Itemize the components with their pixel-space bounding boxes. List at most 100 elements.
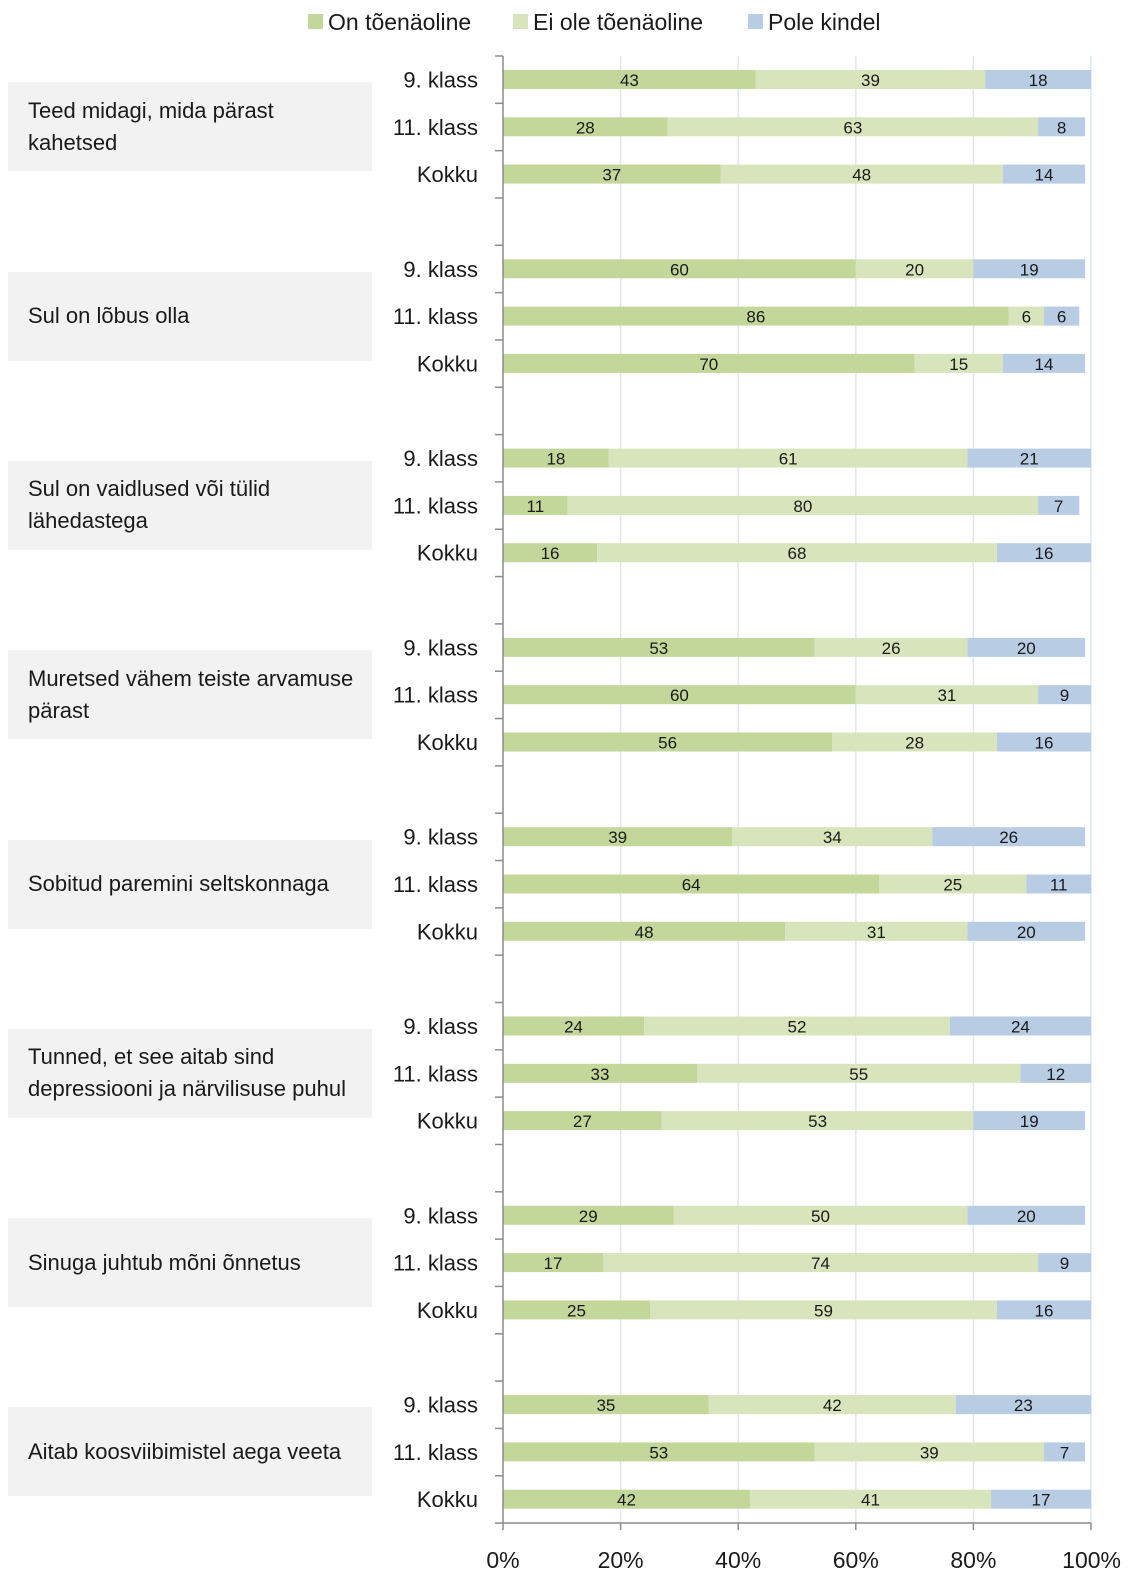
question-box: Sinuga juhtub mõni õnnetus [8, 1218, 372, 1308]
bar-segment [503, 259, 856, 279]
legend-swatch [308, 14, 323, 29]
data-label: 17 [1032, 1491, 1051, 1510]
bar-segment [503, 164, 721, 184]
data-label: 11 [527, 497, 545, 516]
data-label: 21 [1020, 450, 1039, 469]
question-label: Tunned, et see aitab sind depressiooni j… [28, 1044, 346, 1102]
data-label: 7 [1060, 1443, 1069, 1462]
bar-segment [996, 543, 1091, 563]
data-label: 80 [793, 497, 812, 516]
bar-segment [602, 1253, 1039, 1273]
bar-segment [667, 117, 1039, 137]
data-label: 86 [746, 308, 765, 327]
bar-segment [567, 495, 1039, 515]
data-label: 42 [823, 1396, 842, 1415]
data-label: 19 [1020, 260, 1039, 279]
data-label: 68 [788, 544, 807, 563]
data-label: 60 [670, 686, 689, 705]
data-label: 53 [649, 1443, 668, 1462]
bar-segment [503, 1300, 650, 1320]
row-label: Kokku [417, 1298, 478, 1323]
row-label: 9. klass [403, 635, 478, 660]
bar-segment [673, 1205, 968, 1225]
data-label: 41 [861, 1491, 880, 1510]
question-box: Aitab koosviibimistel aega veeta [8, 1407, 372, 1497]
bar-segment [855, 685, 1039, 705]
question-label: Sul on vaidlused või tülid lähedastega [28, 476, 271, 534]
data-label: 43 [620, 71, 639, 90]
data-label: 6 [1057, 308, 1066, 327]
bar-segment [832, 732, 997, 752]
bar-segment [697, 1063, 1021, 1083]
data-label: 31 [937, 686, 956, 705]
row-label: 11. klass [393, 872, 478, 897]
data-label: 16 [1034, 734, 1053, 753]
bar-segment [949, 1016, 1091, 1036]
bar-segment [503, 1442, 815, 1462]
bar-segment [503, 495, 568, 515]
data-label: 26 [999, 828, 1018, 847]
bar-segment [644, 1016, 950, 1036]
bar-segment [973, 1111, 1086, 1131]
bar-segment [785, 921, 968, 941]
row-label: 11. klass [393, 1440, 478, 1465]
data-label: 52 [788, 1018, 807, 1037]
bar-segment [1043, 306, 1080, 326]
question-box: Teed midagi, mida pärast kahetsed [8, 82, 372, 172]
x-tick-label: 100% [1062, 1547, 1121, 1573]
bar-segment [503, 543, 598, 563]
bar-segment [503, 874, 880, 894]
row-label: 9. klass [403, 1203, 478, 1228]
legend-swatch [748, 14, 763, 29]
data-label: 16 [1034, 544, 1053, 563]
bar-segment [1038, 685, 1091, 705]
bar-segment [967, 448, 1091, 468]
bar-segment [503, 1063, 698, 1083]
data-label: 19 [1020, 1112, 1039, 1131]
bar-segment [1043, 1442, 1086, 1462]
bar-segment [661, 1111, 974, 1131]
row-label: Kokku [417, 919, 478, 944]
bar-segment [503, 637, 815, 657]
bar-segment [503, 70, 756, 89]
bar-segment [985, 70, 1091, 89]
x-tick-label: 80% [950, 1547, 996, 1573]
question-box: Muretsed vähem teiste arvamuse pärast [8, 650, 372, 740]
data-label: 17 [544, 1254, 563, 1273]
bar-segment [1038, 1253, 1091, 1273]
bar-segment [755, 70, 986, 89]
data-label: 31 [867, 923, 886, 942]
question-box: Sul on vaidlused või tülid lähedastega [8, 460, 372, 550]
data-label: 24 [1011, 1018, 1030, 1037]
data-label: 60 [670, 260, 689, 279]
gridlines [619, 56, 1092, 1523]
row-label: Kokku [417, 1487, 478, 1512]
bar-segment [503, 1253, 603, 1273]
bar-segment [732, 827, 933, 847]
row-label: Kokku [417, 730, 478, 755]
bar-segment [1038, 117, 1086, 137]
question-box: Sobitud paremini seltskonnaga [8, 839, 372, 929]
data-label: 59 [814, 1301, 833, 1320]
question-label: Sul on lõbus olla [28, 303, 190, 329]
legend-label: Ei ole tõenäoline [533, 9, 703, 35]
data-label: 35 [596, 1396, 615, 1415]
bar-segment [503, 1205, 674, 1225]
data-label: 29 [579, 1207, 598, 1226]
row-label: 11. klass [393, 683, 478, 708]
bar-segment [503, 921, 786, 941]
bar-segment [503, 353, 915, 373]
data-label: 33 [591, 1065, 610, 1084]
data-label: 28 [905, 734, 924, 753]
bar-segment [503, 306, 1009, 326]
bar-segment [914, 353, 1003, 373]
bar-segment [503, 1111, 662, 1131]
row-label: 11. klass [393, 304, 478, 329]
data-label: 56 [658, 734, 677, 753]
data-label: 39 [920, 1443, 939, 1462]
bar-segment [503, 1489, 750, 1509]
row-label: 9. klass [403, 1393, 478, 1418]
bar-segment [967, 637, 1086, 657]
bar-segment [932, 827, 1086, 847]
data-label: 64 [682, 876, 701, 895]
